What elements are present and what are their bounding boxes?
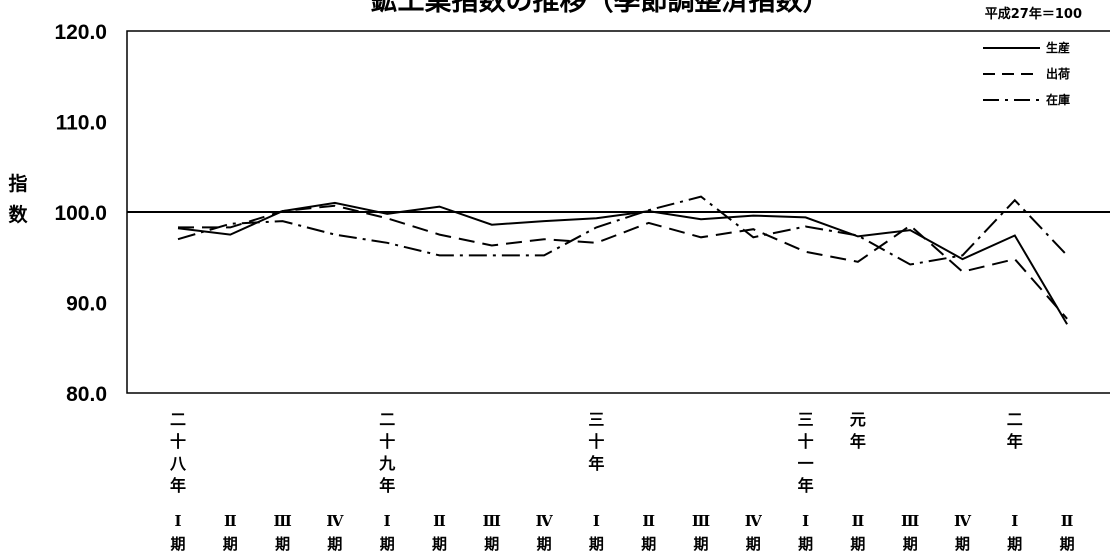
year-label-char: 年 [798, 476, 814, 495]
quarter-label: Ⅱ [224, 512, 237, 530]
y-tick-label: 100.0 [54, 202, 107, 225]
quarter-label: Ⅱ [1061, 512, 1074, 530]
year-label-char: 年 [379, 476, 395, 495]
quarter-label: Ⅳ [954, 512, 972, 530]
year-label-char: 九 [378, 454, 395, 473]
quarter-label: Ⅲ [273, 512, 291, 530]
period-label: 期 [850, 535, 865, 553]
year-label-char: 十 [379, 432, 395, 451]
year-label-char: 十 [588, 432, 604, 451]
period-label: 期 [223, 535, 238, 553]
year-label-char: 年 [170, 476, 186, 495]
period-label: 期 [693, 535, 708, 553]
legend-label-3: 在庫 [1046, 92, 1070, 107]
x-axis-labels: 二十八年二十九年三十年三十一年元年二年Ⅰ期Ⅱ期Ⅲ期Ⅳ期Ⅰ期Ⅱ期Ⅲ期Ⅳ期Ⅰ期Ⅱ期Ⅲ… [169, 410, 1075, 553]
quarter-label: Ⅲ [692, 512, 710, 530]
period-label: 期 [589, 535, 604, 553]
period-label: 期 [1060, 535, 1075, 553]
y-axis-label-char: 指 [8, 173, 27, 195]
period-label: 期 [170, 535, 185, 553]
year-label-char: 三 [798, 410, 814, 429]
quarter-label: Ⅲ [483, 512, 501, 530]
period-label: 期 [327, 535, 342, 553]
quarter-label: Ⅳ [326, 512, 344, 530]
year-label-char: 十 [798, 432, 814, 451]
quarter-label: Ⅰ [1011, 512, 1018, 530]
period-label: 期 [746, 535, 761, 553]
year-label-char: 年 [1007, 432, 1023, 451]
year-label-char: 年 [588, 454, 604, 473]
quarter-label: Ⅰ [593, 512, 600, 530]
year-label-char: 元 [850, 410, 866, 429]
legend-label-2: 出荷 [1046, 66, 1070, 81]
year-label-char: 二 [1007, 410, 1023, 429]
y-axis-label-char: 数 [8, 203, 28, 226]
base-note: 平成27年＝100 [985, 6, 1082, 22]
year-label-char: 十 [170, 432, 186, 451]
year-label-char: 八 [169, 454, 187, 473]
y-tick-labels: 120.0 110.0 100.0 90.0 80.0 [54, 21, 107, 406]
series-line-2 [178, 204, 1068, 320]
quarter-label: Ⅱ [852, 512, 865, 530]
period-label: 期 [275, 535, 290, 553]
quarter-label: Ⅲ [901, 512, 919, 530]
series-group [177, 195, 1068, 325]
quarter-label: Ⅳ [745, 512, 763, 530]
period-label: 期 [432, 535, 447, 553]
period-label: 期 [1007, 535, 1022, 553]
period-label: 期 [903, 535, 918, 553]
y-tick-label: 90.0 [66, 293, 107, 316]
year-label-char: 年 [850, 432, 866, 451]
period-label: 期 [484, 535, 499, 553]
period-label: 期 [798, 535, 813, 553]
quarter-label: Ⅳ [536, 512, 554, 530]
period-label: 期 [537, 535, 552, 553]
chart-title: 鉱工業指数の推移（季節調整済指数） [371, 0, 830, 17]
y-tick-label: 110.0 [56, 112, 107, 135]
quarter-label: Ⅱ [642, 512, 655, 530]
quarter-label: Ⅰ [384, 512, 391, 530]
year-label-char: 二 [379, 410, 395, 429]
quarter-label: Ⅱ [433, 512, 446, 530]
year-label-char: 三 [588, 410, 604, 429]
series-line-1 [177, 201, 1068, 325]
period-label: 期 [955, 535, 970, 553]
legend-label-1: 生産 [1046, 40, 1070, 55]
period-label: 期 [641, 535, 656, 553]
y-tick-label: 120.0 [54, 21, 107, 44]
year-label-char: 二 [170, 410, 186, 429]
quarter-label: Ⅰ [802, 512, 809, 530]
year-label-char: 一 [798, 454, 814, 473]
y-tick-label: 80.0 [66, 383, 107, 406]
quarter-label: Ⅰ [174, 512, 181, 530]
period-label: 期 [380, 535, 395, 553]
